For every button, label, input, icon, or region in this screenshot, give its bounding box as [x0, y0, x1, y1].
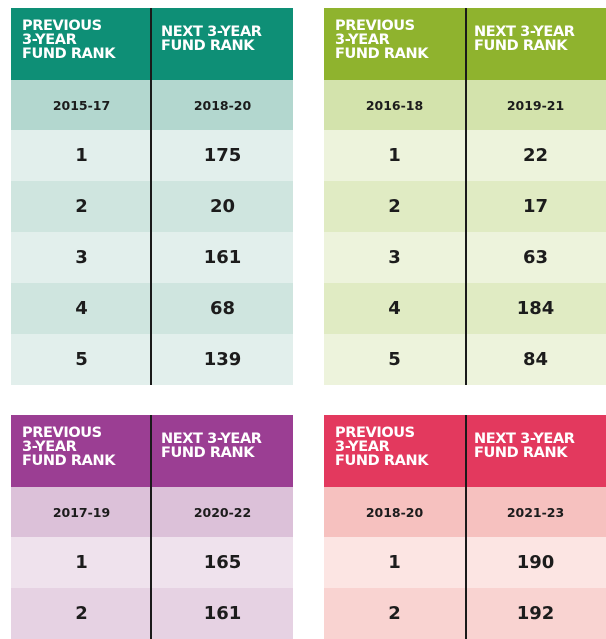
fund-rank-table-4: PREVIOUS 3-YEAR FUND RANK NEXT 3-YEAR FU…	[324, 415, 606, 639]
next-rank: 68	[209, 298, 236, 319]
period-next: 2018-20	[193, 97, 252, 113]
previous-rank: 4	[75, 298, 88, 319]
previous-rank: 2	[388, 603, 401, 624]
previous-rank: 1	[75, 145, 88, 166]
next-rank: 161	[203, 247, 242, 268]
previous-rank: 3	[388, 247, 401, 268]
table-row: 5 139	[11, 334, 293, 385]
header-next-rank: NEXT 3-YEAR FUND RANK	[161, 431, 262, 461]
fund-rank-table-1: PREVIOUS 3-YEAR FUND RANK NEXT 3-YEAR FU…	[11, 8, 293, 385]
header-next-rank: NEXT 3-YEAR FUND RANK	[161, 24, 262, 54]
previous-rank: 1	[388, 145, 401, 166]
next-rank: 192	[516, 603, 555, 624]
fund-rank-table-2: PREVIOUS 3-YEAR FUND RANK NEXT 3-YEAR FU…	[324, 8, 606, 385]
next-rank: 84	[522, 349, 549, 370]
column-divider	[465, 8, 467, 385]
header-previous-rank: PREVIOUS 3-YEAR FUND RANK	[335, 425, 429, 469]
previous-rank: 1	[75, 552, 88, 573]
table-row: 1 175	[11, 130, 293, 181]
next-rank: 190	[516, 552, 555, 573]
header-next-rank: NEXT 3-YEAR FUND RANK	[474, 431, 575, 461]
table-row: 3 161	[11, 232, 293, 283]
period-previous: 2015-17	[52, 97, 111, 113]
table-row: 2 161	[11, 588, 293, 639]
previous-rank: 2	[75, 603, 88, 624]
next-rank: 184	[516, 298, 555, 319]
period-row: 2017-19 2020-22	[11, 487, 293, 537]
table-header: PREVIOUS 3-YEAR FUND RANK NEXT 3-YEAR FU…	[11, 8, 293, 80]
header-previous-rank: PREVIOUS 3-YEAR FUND RANK	[22, 18, 116, 62]
previous-rank: 2	[388, 196, 401, 217]
next-rank: 165	[203, 552, 242, 573]
next-rank: 175	[203, 145, 242, 166]
previous-rank: 5	[75, 349, 88, 370]
previous-rank: 4	[388, 298, 401, 319]
period-previous: 2017-19	[52, 504, 111, 520]
period-next: 2019-21	[506, 97, 565, 113]
period-previous: 2018-20	[365, 504, 424, 520]
next-rank: 63	[522, 247, 549, 268]
table-row: 2 20	[11, 181, 293, 232]
header-previous-rank: PREVIOUS 3-YEAR FUND RANK	[22, 425, 116, 469]
next-rank: 161	[203, 603, 242, 624]
previous-rank: 1	[388, 552, 401, 573]
next-rank: 20	[209, 196, 236, 217]
fund-rank-table-3: PREVIOUS 3-YEAR FUND RANK NEXT 3-YEAR FU…	[11, 415, 293, 639]
previous-rank: 2	[75, 196, 88, 217]
next-rank: 17	[522, 196, 549, 217]
table-row: 4 68	[11, 283, 293, 334]
header-next-rank: NEXT 3-YEAR FUND RANK	[474, 24, 575, 54]
column-divider	[465, 415, 467, 639]
period-next: 2021-23	[506, 504, 565, 520]
period-previous: 2016-18	[365, 97, 424, 113]
header-previous-rank: PREVIOUS 3-YEAR FUND RANK	[335, 18, 429, 62]
previous-rank: 3	[75, 247, 88, 268]
previous-rank: 5	[388, 349, 401, 370]
next-rank: 22	[522, 145, 549, 166]
table-header: PREVIOUS 3-YEAR FUND RANK NEXT 3-YEAR FU…	[11, 415, 293, 487]
period-row: 2015-17 2018-20	[11, 80, 293, 130]
period-next: 2020-22	[193, 504, 252, 520]
table-row: 1 165	[11, 537, 293, 588]
next-rank: 139	[203, 349, 242, 370]
column-divider	[150, 8, 152, 385]
column-divider	[150, 415, 152, 639]
